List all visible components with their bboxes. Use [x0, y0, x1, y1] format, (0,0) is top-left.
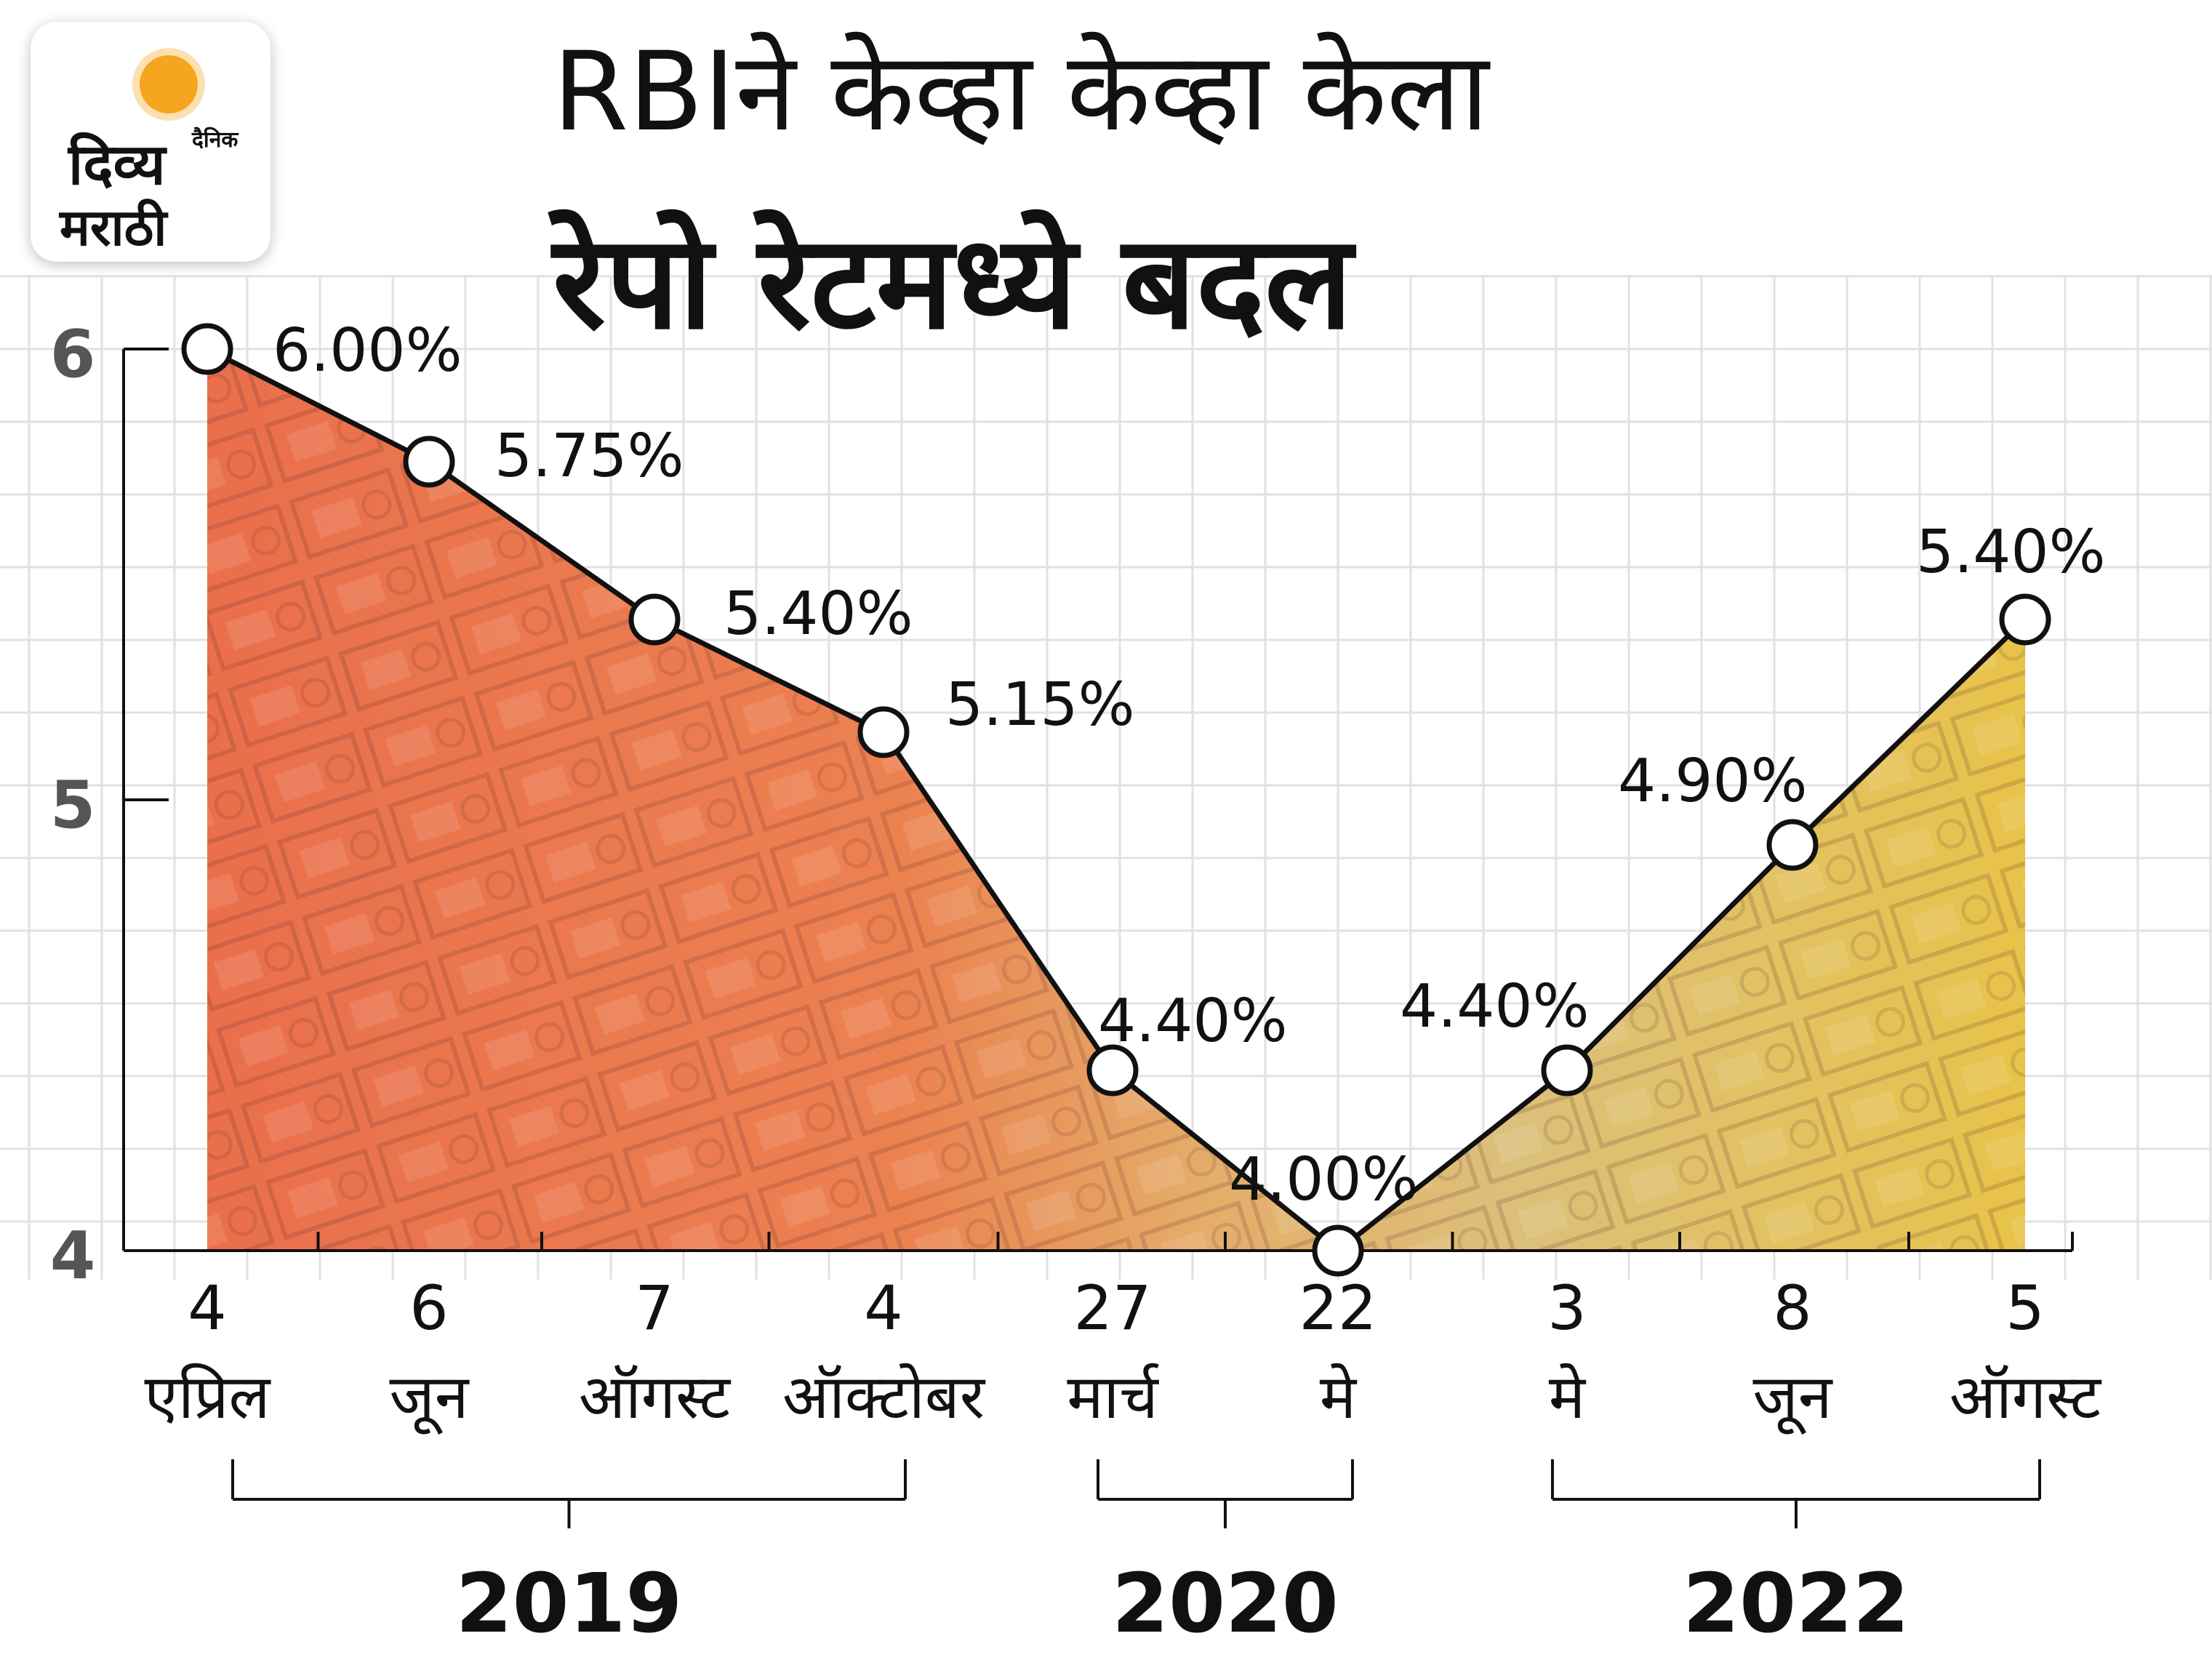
axes: 6 5 4	[50, 316, 2074, 1294]
data-label: 5.40%	[1916, 518, 2106, 587]
data-label: 6.00%	[273, 316, 462, 385]
x-tick-month: ऑक्टोबर	[782, 1361, 986, 1432]
x-tick-month: ऑगस्ट	[1949, 1361, 2102, 1432]
x-tick-day: 8	[1773, 1272, 1811, 1344]
data-label: 5.40%	[724, 580, 913, 649]
labels: 6.00% 4 एप्रिल 5.75% 6 जून 5.40% 7 ऑगस्ट 5.15% 4 ऑक…	[145, 316, 2106, 1528]
x-tick-day: 5	[2005, 1272, 2044, 1344]
x-tick-day: 27	[1074, 1272, 1152, 1344]
brand-sub: मराठी	[60, 198, 167, 257]
brand-logo: दैनिक दिव्य मराठी	[31, 22, 271, 262]
x-tick-month: मे	[1549, 1361, 1587, 1432]
x-tick-month: जून	[1753, 1361, 1833, 1435]
brand-name: दिव्य	[68, 132, 166, 198]
x-tick-month: ऑगस्ट	[579, 1361, 732, 1432]
data-point	[1999, 593, 2051, 646]
x-tick-month: मार्च	[1067, 1361, 1159, 1432]
x-tick-day: 4	[864, 1272, 902, 1344]
data-point	[403, 436, 455, 488]
data-label: 4.00%	[1229, 1145, 1419, 1214]
data-point	[857, 706, 910, 758]
y-tick-label: 5	[50, 767, 96, 843]
year-label: 2022	[1683, 1557, 1910, 1651]
brand-small: दैनिक	[192, 127, 239, 153]
year-label: 2020	[1112, 1557, 1339, 1651]
y-tick-label: 4	[50, 1218, 96, 1294]
data-label: 5.15%	[945, 670, 1135, 739]
data-label: 4.40%	[1098, 987, 1288, 1056]
y-tick-label: 6	[50, 316, 96, 393]
year-label: 2019	[455, 1557, 683, 1651]
data-point	[1312, 1224, 1364, 1277]
data-point	[181, 323, 233, 375]
data-marks	[181, 323, 2051, 1277]
title-line-2: रेपो रेटमध्ये बदल	[553, 207, 1353, 358]
x-tick-day: 22	[1299, 1272, 1377, 1344]
title-line-1: RBIने केव्हा केव्हा केला	[553, 29, 1489, 156]
x-tick-month: मे	[1320, 1361, 1358, 1432]
x-tick-day: 4	[188, 1272, 226, 1344]
x-tick-day: 7	[635, 1272, 673, 1344]
x-tick-day: 3	[1547, 1272, 1586, 1344]
data-label: 4.90%	[1618, 747, 1808, 816]
data-point	[1766, 819, 1819, 871]
x-tick-day: 6	[409, 1272, 448, 1344]
data-label: 5.75%	[494, 422, 684, 491]
x-tick-month: जून	[390, 1361, 470, 1435]
data-point	[628, 593, 681, 646]
x-tick-month: एप्रिल	[145, 1361, 272, 1432]
data-label: 4.40%	[1400, 972, 1590, 1041]
data-point	[1086, 1044, 1139, 1096]
sun-icon	[140, 55, 198, 113]
data-point	[1541, 1044, 1593, 1096]
area-texture	[207, 349, 2025, 1251]
